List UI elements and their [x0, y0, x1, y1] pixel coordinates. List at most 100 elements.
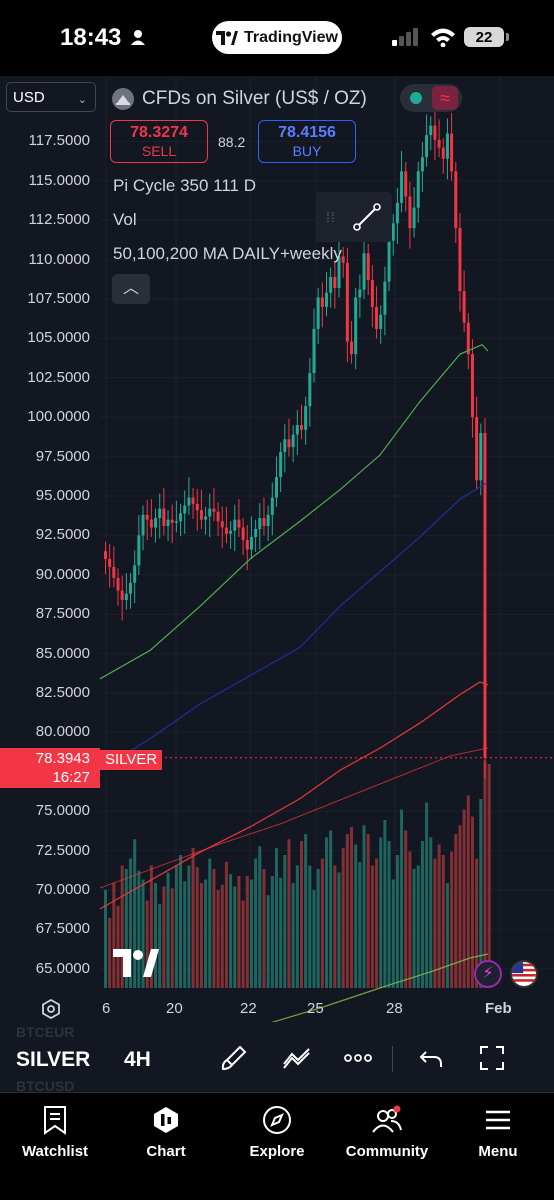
- sell-price: 78.3274: [130, 124, 188, 141]
- candle-body: [470, 354, 474, 418]
- indicator-ma[interactable]: 50,100,200 MA DAILY+weekly: [113, 244, 342, 263]
- tradingview-watermark-icon: [113, 949, 159, 977]
- volume-bar: [391, 879, 395, 988]
- volume-bar: [362, 825, 366, 988]
- volume-bar: [341, 848, 345, 988]
- last-price-value: 78.3943: [35, 750, 90, 767]
- community-icon: [372, 1105, 402, 1133]
- waves-icon: ≈: [432, 86, 458, 110]
- flash-icon[interactable]: ⚡: [474, 960, 502, 988]
- candle-body: [320, 297, 324, 307]
- volume-bar: [204, 879, 208, 988]
- undo-icon[interactable]: [418, 1044, 444, 1072]
- volume-bar: [266, 895, 270, 988]
- candle-body: [479, 432, 483, 481]
- volume-bar: [120, 865, 124, 988]
- price-axis-label: 112.5000: [28, 211, 90, 229]
- market-open-dot: [410, 92, 422, 104]
- candle-body: [266, 514, 270, 526]
- indicator-pi-cycle[interactable]: Pi Cycle 350 111 D: [113, 176, 256, 195]
- settings-icon[interactable]: [40, 998, 62, 1020]
- compass-icon: [263, 1106, 291, 1134]
- price-axis-label: 107.5000: [27, 290, 90, 307]
- candle-body: [458, 228, 462, 292]
- fullscreen-icon[interactable]: [478, 1044, 506, 1072]
- chart-area[interactable]: 117.5000 115.0000 112.5000 110.0000 107.5000…: [0, 76, 554, 1022]
- candle-body: [433, 125, 437, 140]
- market-status-badge[interactable]: ≈: [400, 84, 462, 112]
- silver-logo-icon: [112, 88, 134, 110]
- candle-body: [229, 530, 233, 534]
- nav-label: Explore: [249, 1143, 305, 1160]
- price-axis-label: 105.0000: [27, 329, 90, 347]
- candle-body: [254, 529, 258, 537]
- tradingview-pill[interactable]: TradingView: [212, 21, 342, 54]
- volume-bar: [425, 802, 429, 988]
- volume-bar: [333, 865, 337, 988]
- nav-community[interactable]: Community: [337, 1103, 437, 1160]
- candle-body: [420, 157, 424, 172]
- symbol-row[interactable]: CFDs on Silver (US$ / OZ): [112, 86, 367, 112]
- candle-body: [191, 497, 195, 504]
- volume-ma200-line: [99, 747, 489, 889]
- candle-body: [404, 171, 408, 197]
- candle-body: [283, 439, 287, 452]
- toolbar-separator: [392, 1046, 393, 1072]
- more-icon[interactable]: [343, 1044, 373, 1072]
- volume-bar: [179, 855, 183, 988]
- buy-button[interactable]: 78.4156 BUY: [258, 120, 356, 163]
- candle-body: [233, 519, 237, 531]
- drawing-toolbar[interactable]: ⁞⁞: [316, 192, 392, 242]
- volume-bar: [183, 881, 187, 988]
- volume-bar: [258, 846, 262, 988]
- person-icon: [131, 30, 145, 45]
- indicators-icon[interactable]: [282, 1044, 312, 1072]
- chart-canvas[interactable]: [0, 76, 554, 1022]
- volume-bar: [104, 890, 107, 988]
- volume-bar: [241, 900, 245, 988]
- candle-body: [354, 297, 358, 355]
- symbol-selector[interactable]: SILVER: [16, 1048, 91, 1071]
- price-axis-label: 97.5000: [35, 447, 90, 465]
- volume-bar: [170, 888, 174, 988]
- candle-body: [195, 503, 199, 511]
- currency-select[interactable]: USD ⌄: [6, 82, 96, 112]
- volume-bar: [379, 837, 383, 988]
- nav-chart[interactable]: Chart: [116, 1103, 216, 1160]
- volume-bar: [283, 855, 287, 988]
- us-flag-icon[interactable]: [510, 960, 538, 988]
- price-axis-label: 117.5000: [28, 132, 90, 150]
- sell-button[interactable]: 78.3274 SELL: [110, 120, 208, 163]
- drag-handle-icon[interactable]: ⁞⁞: [326, 209, 336, 225]
- candle-body: [287, 439, 291, 448]
- price-axis-label: 90.0000: [35, 565, 90, 583]
- candle-body: [345, 262, 349, 342]
- indicator-vol[interactable]: Vol: [113, 210, 137, 229]
- candle-body: [379, 314, 383, 329]
- nav-explore[interactable]: Explore: [227, 1103, 327, 1160]
- nav-watchlist[interactable]: Watchlist: [5, 1103, 105, 1160]
- volume-bar: [208, 858, 212, 988]
- volume-bar: [162, 886, 166, 988]
- price-axis-label: 92.5000: [35, 526, 90, 544]
- battery-indicator: 22: [464, 27, 509, 47]
- volume-bar: [108, 918, 112, 988]
- trend-line-icon[interactable]: [352, 202, 382, 232]
- candle-body: [199, 510, 203, 520]
- collapse-indicators-button[interactable]: ︿: [112, 274, 150, 304]
- status-bar: 18:43 TradingView 22: [0, 0, 554, 76]
- price-axis-label: 95.0000: [35, 487, 90, 504]
- brush-icon[interactable]: [220, 1044, 248, 1072]
- bottom-nav: Watchlist Chart Explore Community Menu: [0, 1092, 554, 1200]
- candle-body: [395, 202, 399, 224]
- nav-menu[interactable]: Menu: [448, 1103, 548, 1160]
- candle-body: [133, 565, 137, 583]
- candle-body: [124, 593, 128, 601]
- volume-bar: [233, 886, 237, 988]
- interval-selector[interactable]: 4H: [124, 1048, 151, 1071]
- candle-body: [270, 497, 274, 515]
- volume-bar: [249, 879, 253, 988]
- candle-body: [183, 505, 187, 514]
- bookmark-icon: [44, 1106, 66, 1135]
- candle-body: [312, 328, 316, 374]
